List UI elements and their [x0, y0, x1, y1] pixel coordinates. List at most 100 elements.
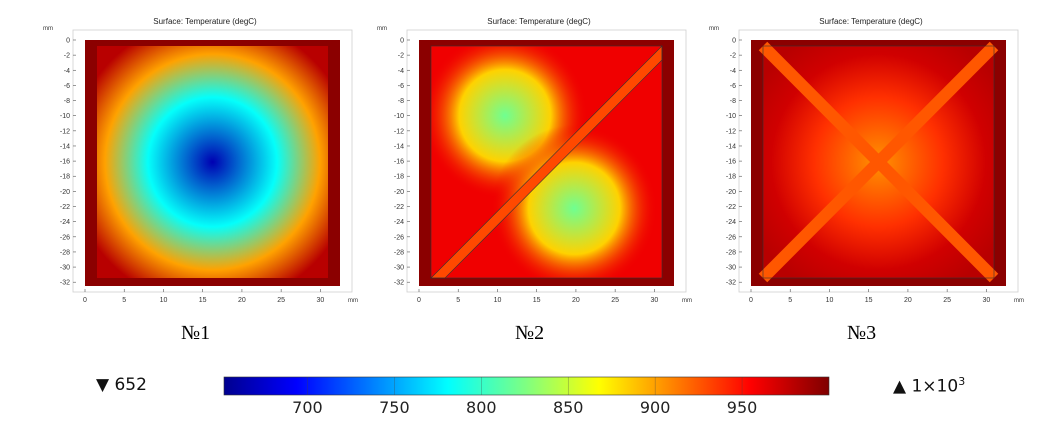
colorbar-tick-label: 950	[727, 398, 758, 417]
panel-label: №1	[181, 322, 211, 344]
temperature-field	[97, 46, 328, 278]
y-tick-label: -12	[60, 128, 70, 135]
panel-title: Surface: Temperature (degC)	[153, 17, 257, 26]
x-tick-label: 0	[749, 297, 753, 304]
x-unit-label: mm	[1014, 298, 1024, 304]
colorbar-tick-label: 850	[553, 398, 584, 417]
y-tick-label: -14	[60, 143, 70, 150]
colorbar-tick-label: 900	[640, 398, 671, 417]
plot-panel-2: Surface: Temperature (degC) 0 -2 -4 -6 -8 -10…	[369, 0, 709, 344]
y-tick-label: -22	[60, 204, 70, 211]
x-tick-label: 15	[865, 297, 873, 304]
y-tick-label: -8	[398, 98, 404, 105]
y-tick-label: -2	[64, 53, 70, 60]
y-tick-label: -28	[726, 249, 736, 256]
cool-lobe	[491, 124, 658, 278]
y-tick-label: -22	[394, 204, 404, 211]
y-tick-label: -20	[726, 189, 736, 196]
inner-boundary	[430, 45, 663, 279]
y-tick-label: 0	[66, 38, 70, 45]
y-tick-label: -24	[60, 219, 70, 226]
x-tick-label: 20	[238, 297, 246, 304]
cross-rib-b	[758, 41, 999, 283]
y-tick-label: -8	[64, 98, 70, 105]
colorbar-svg: 700 750 800 850 900 950	[223, 376, 830, 417]
x-tick-label: 25	[611, 297, 619, 304]
y-tick-label: -26	[60, 234, 70, 241]
y-unit-label: mm	[709, 26, 719, 32]
y-tick-label: -26	[394, 234, 404, 241]
y-tick-label: -32	[726, 280, 736, 287]
colorbar-tick-label: 800	[466, 398, 497, 417]
y-tick-label: -10	[394, 113, 404, 120]
x-tick-label: 10	[160, 297, 168, 304]
plot-svg-3: 0 -2 -4 -6 -8 -10 -12 -14 -16 -18 -20 -22 -24 -26 -28 -…	[709, 26, 1024, 304]
colorbar-max: ▲ 1×103	[893, 375, 965, 397]
y-tick-label: -8	[730, 98, 736, 105]
y-tick-label: -10	[726, 113, 736, 120]
colorbar-max-label: 1×10	[911, 376, 959, 397]
y-tick-label: -10	[60, 113, 70, 120]
plot-svg-2: 0 -2 -4 -6 -8 -10 -12 -14 -16 -18 -20 -22 -24 -26 -28 -…	[377, 26, 692, 304]
colorbar-tick-label: 700	[292, 398, 323, 417]
y-tick-label: -14	[726, 143, 736, 150]
y-tick-label: -18	[60, 174, 70, 181]
x-tick-label: 10	[826, 297, 834, 304]
y-tick-label: -20	[394, 189, 404, 196]
y-tick-label: 0	[400, 38, 404, 45]
x-tick-label: 30	[316, 297, 324, 304]
y-tick-label: -14	[394, 143, 404, 150]
y-tick-label: -20	[60, 189, 70, 196]
y-tick-label: -24	[394, 219, 404, 226]
x-tick-label: 5	[122, 297, 126, 304]
colorbar-min-label: 652	[114, 375, 147, 395]
x-tick-label: 25	[943, 297, 951, 304]
y-tick-label: -4	[398, 68, 404, 75]
plot-panel-3: Surface: Temperature (degC) 0 -2 -4 -6 -8 -10…	[701, 0, 1041, 344]
y-tick-label: -32	[394, 280, 404, 287]
inner-boundary	[762, 45, 995, 279]
x-tick-label: 20	[572, 297, 580, 304]
x-tick-label: 25	[277, 297, 285, 304]
y-tick-label: -12	[726, 128, 736, 135]
y-tick-label: -16	[394, 159, 404, 166]
panel-label: №3	[847, 322, 877, 344]
x-tick-label: 30	[982, 297, 990, 304]
x-tick-label: 20	[904, 297, 912, 304]
y-tick-label: -30	[60, 265, 70, 272]
y-tick-label: -4	[730, 68, 736, 75]
y-tick-label: -24	[726, 219, 736, 226]
y-tick-label: -30	[394, 265, 404, 272]
y-unit-label: mm	[377, 26, 387, 32]
y-tick-label: -30	[726, 265, 736, 272]
panel-label: №2	[515, 322, 545, 344]
colorbar-tick-label: 750	[379, 398, 410, 417]
plot-svg-1: 0 -2 -4 -6 -8 -10 -12 -14 -16 -18 -20 -22 -24 -26 -28 -…	[43, 26, 358, 304]
x-tick-label: 0	[83, 297, 87, 304]
y-tick-label: -6	[64, 83, 70, 90]
y-tick-label: -18	[726, 174, 736, 181]
down-triangle-icon: ▼	[96, 375, 110, 395]
y-unit-label: mm	[43, 26, 53, 32]
x-tick-label: 30	[650, 297, 658, 304]
x-unit-label: mm	[682, 298, 692, 304]
y-tick-label: -2	[730, 53, 736, 60]
colorbar-gradient	[223, 376, 830, 396]
x-tick-label: 10	[494, 297, 502, 304]
x-tick-label: 5	[456, 297, 460, 304]
colorbar-min: ▼ 652	[96, 375, 147, 395]
y-tick-label: 0	[732, 38, 736, 45]
y-tick-label: -16	[726, 159, 736, 166]
panel-title: Surface: Temperature (degC)	[819, 17, 923, 26]
y-tick-label: -2	[398, 53, 404, 60]
panel-title: Surface: Temperature (degC)	[487, 17, 591, 26]
colorbar: ▼ 652 700 750 800 850 900 950 ▲ 1×103	[0, 370, 1048, 438]
y-tick-label: -6	[730, 83, 736, 90]
y-tick-label: -6	[398, 83, 404, 90]
x-unit-label: mm	[348, 298, 358, 304]
y-tick-label: -22	[726, 204, 736, 211]
y-tick-label: -32	[60, 280, 70, 287]
y-tick-label: -28	[60, 249, 70, 256]
colorbar-max-exponent: 3	[958, 375, 966, 388]
x-tick-label: 0	[417, 297, 421, 304]
